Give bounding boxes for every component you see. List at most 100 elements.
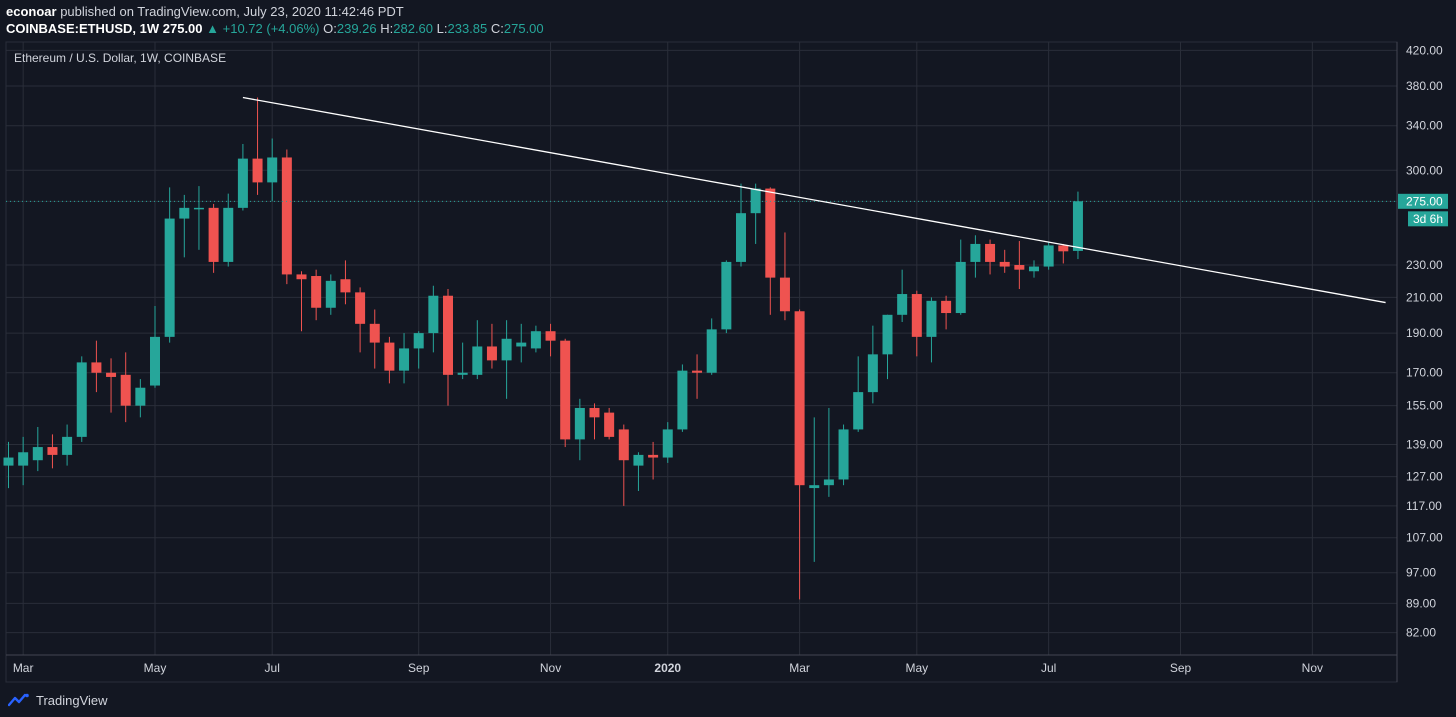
candle[interactable] <box>1043 242 1054 270</box>
candle[interactable] <box>736 183 746 267</box>
symbol-label[interactable]: COINBASE:ETHUSD, 1W <box>6 21 160 36</box>
candle[interactable] <box>237 143 248 211</box>
price-tick-label: 107.00 <box>1406 531 1443 545</box>
candle[interactable] <box>911 290 922 357</box>
candle-body <box>428 295 439 334</box>
candle[interactable] <box>150 306 160 388</box>
candle[interactable] <box>589 403 600 440</box>
candle[interactable] <box>193 186 204 250</box>
candle[interactable] <box>633 452 644 491</box>
candle[interactable] <box>867 325 878 404</box>
candle[interactable] <box>794 309 805 600</box>
author-name[interactable]: econoar <box>6 4 57 19</box>
candle[interactable] <box>516 323 527 363</box>
tradingview-logo-icon[interactable] <box>8 693 30 707</box>
candle[interactable] <box>281 149 292 285</box>
candle[interactable] <box>106 358 117 413</box>
candle[interactable] <box>926 297 937 363</box>
candle-body <box>384 342 395 371</box>
candle[interactable] <box>486 323 497 369</box>
candle[interactable] <box>164 187 175 343</box>
candle[interactable] <box>809 417 820 562</box>
candle[interactable] <box>413 331 424 369</box>
candle[interactable] <box>32 426 43 472</box>
candle[interactable] <box>223 193 234 267</box>
candle[interactable] <box>443 289 453 406</box>
candle[interactable] <box>765 187 776 315</box>
candle[interactable] <box>47 434 58 469</box>
candle[interactable] <box>384 336 395 384</box>
candle[interactable] <box>91 340 102 393</box>
candle[interactable] <box>501 320 512 399</box>
candle-body <box>120 374 131 406</box>
candle[interactable] <box>823 407 834 497</box>
candle-body <box>794 311 805 486</box>
candle[interactable] <box>882 314 893 380</box>
price-tick-label: 139.00 <box>1406 437 1443 451</box>
candle[interactable] <box>1014 241 1025 290</box>
candle-body <box>472 346 483 375</box>
candle[interactable] <box>3 441 14 489</box>
candle[interactable] <box>604 407 615 440</box>
candle[interactable] <box>296 271 307 332</box>
candles[interactable] <box>3 97 1083 600</box>
candle[interactable] <box>530 325 541 353</box>
candle[interactable] <box>179 194 190 258</box>
candle[interactable] <box>677 364 688 432</box>
price-axis[interactable]: 82.00 89.00 97.00 107.00 117.00 127.00 139.00 1… <box>1406 43 1443 639</box>
candle[interactable] <box>970 235 981 278</box>
candle[interactable] <box>472 320 483 380</box>
candle[interactable] <box>369 309 380 369</box>
candle[interactable] <box>618 424 629 506</box>
candle[interactable] <box>560 338 571 448</box>
candle[interactable] <box>545 323 556 357</box>
candle[interactable] <box>325 274 336 315</box>
candle[interactable] <box>985 239 996 275</box>
candle[interactable] <box>662 422 673 463</box>
candle[interactable] <box>838 424 849 486</box>
time-axis[interactable]: Mar May Jul Sep Nov 2020 Mar May Jul Sep Nov <box>13 661 1323 675</box>
candle-body <box>76 362 87 437</box>
candle[interactable] <box>955 239 966 315</box>
price-chart[interactable]: Ethereum / U.S. Dollar, 1W, COINBASE 82.… <box>0 0 1456 690</box>
candle[interactable] <box>457 342 468 380</box>
candle[interactable] <box>355 287 366 353</box>
candle[interactable] <box>574 398 585 461</box>
candle[interactable] <box>779 232 790 321</box>
candle[interactable] <box>120 352 131 423</box>
candle[interactable] <box>1058 243 1069 264</box>
trendline[interactable] <box>242 96 1386 304</box>
candle-body <box>340 279 351 293</box>
candle[interactable] <box>76 356 87 442</box>
candle[interactable] <box>999 249 1010 273</box>
candle[interactable] <box>897 269 908 323</box>
change-value: +10.72 (+4.06%) <box>222 21 320 36</box>
candle-body <box>325 280 336 308</box>
candle[interactable] <box>18 436 29 486</box>
candle[interactable] <box>267 138 278 202</box>
candle[interactable] <box>941 295 952 330</box>
candle[interactable] <box>721 260 732 334</box>
time-tick-label: 2020 <box>654 661 681 675</box>
candle[interactable] <box>62 424 73 466</box>
candle[interactable] <box>252 97 263 195</box>
candle-body <box>648 454 659 458</box>
candle[interactable] <box>750 183 761 244</box>
candle[interactable] <box>1029 260 1039 278</box>
candle[interactable] <box>853 356 864 432</box>
open-value: 239.26 <box>336 21 377 36</box>
tradingview-brand[interactable]: TradingView <box>36 692 108 708</box>
candle[interactable] <box>399 333 410 384</box>
candle-body <box>941 300 952 314</box>
candle[interactable] <box>208 203 219 273</box>
candle[interactable] <box>311 269 322 321</box>
candle-body <box>999 261 1010 267</box>
candle[interactable] <box>135 379 146 418</box>
candle[interactable] <box>692 354 703 399</box>
candle[interactable] <box>648 441 659 480</box>
candle[interactable] <box>428 285 439 353</box>
candle[interactable] <box>340 260 351 305</box>
candle-body <box>252 158 263 183</box>
candle[interactable] <box>706 318 717 375</box>
ohlc-legend: COINBASE:ETHUSD, 1W 275.00 ▲ +10.72 (+4.… <box>6 21 544 36</box>
